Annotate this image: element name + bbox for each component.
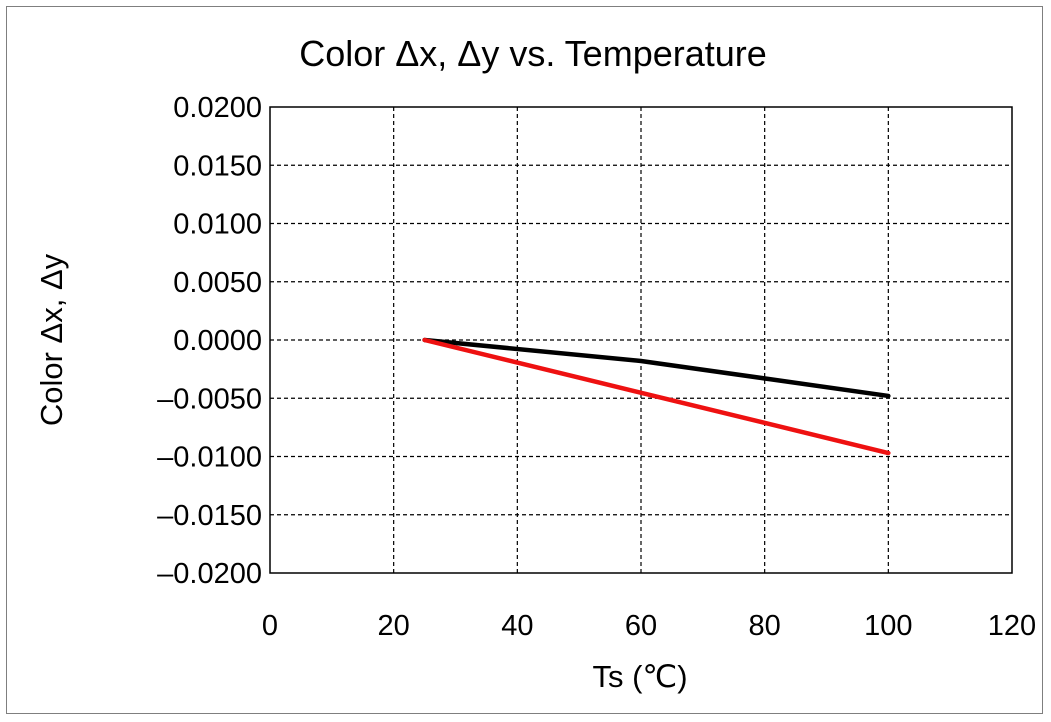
x-tick-label: 20 [378,610,410,642]
x-tick-label: 60 [625,610,657,642]
y-tick-label: 0.0050 [173,267,262,299]
series-line-2 [422,337,891,456]
y-tick-label: –0.0150 [157,500,262,532]
plot-area: 0 20 40 60 80 100 120 0.0200 0.0150 0.0100 0.0050 0… [157,92,1036,642]
chart-frame [6,6,1043,714]
chart-title: Color Δx, Δy vs. Temperature [299,33,767,74]
y-axis-label: Color Δx, Δy [34,253,69,426]
x-tick-label: 100 [864,610,912,642]
plot-border [269,106,1013,574]
y-tick-label: 0.0000 [173,325,262,357]
y-tick-label: 0.0100 [173,209,262,241]
x-axis-label: Ts (℃) [592,659,687,694]
series-line-1 [422,337,891,399]
y-tick-label: –0.0100 [157,442,262,474]
x-tick-label: 0 [262,610,278,642]
x-tick-label: 80 [749,610,781,642]
y-tick-label: 0.0200 [173,92,262,124]
y-tick-label: –0.0200 [157,558,262,590]
y-tick-label: –0.0050 [157,383,262,415]
x-tick-label: 40 [501,610,533,642]
x-tick-label: 120 [988,610,1036,642]
y-tick-label: 0.0150 [173,150,262,182]
